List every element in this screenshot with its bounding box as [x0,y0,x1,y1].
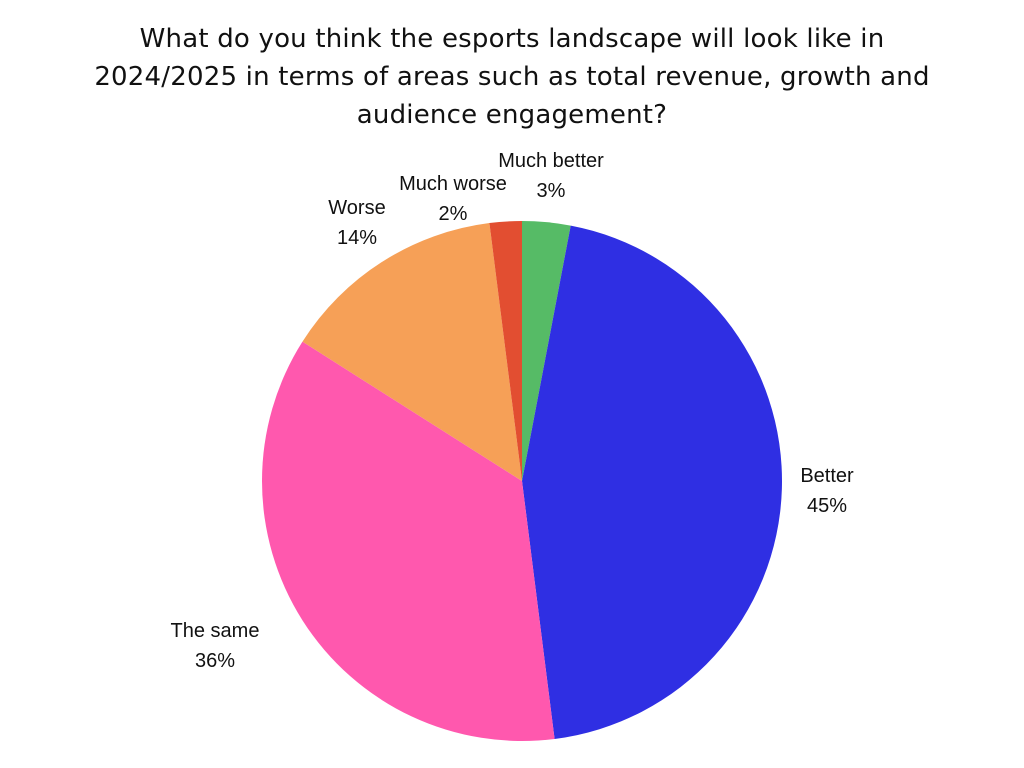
slice-value-label: 36% [195,650,235,672]
slice-label: Much better [498,150,604,172]
slice-label: The same [171,620,260,642]
pie-slice-better [522,225,782,739]
pie-slice-much-better [522,221,571,481]
pie-slice-worse [302,223,522,481]
chart-title-line-2: 2024/2025 in terms of areas such as tota… [94,62,930,92]
slice-label: Worse [328,197,385,219]
slice-value-label: 2% [439,203,468,225]
pie-slice-the-same [262,341,555,741]
slice-value-label: 45% [807,495,847,517]
slice-value-label: 14% [337,227,377,249]
slice-value-label: 3% [537,180,566,202]
pie-slice-much-worse [489,221,522,481]
slice-label: Much worse [399,173,507,195]
slice-label: Better [800,465,854,487]
chart-title-line-3: audience engagement? [356,100,668,130]
chart-title-line-1: What do you think the esports landscape … [139,24,885,54]
chart-title: What do you think the esports landscape … [0,20,1024,134]
